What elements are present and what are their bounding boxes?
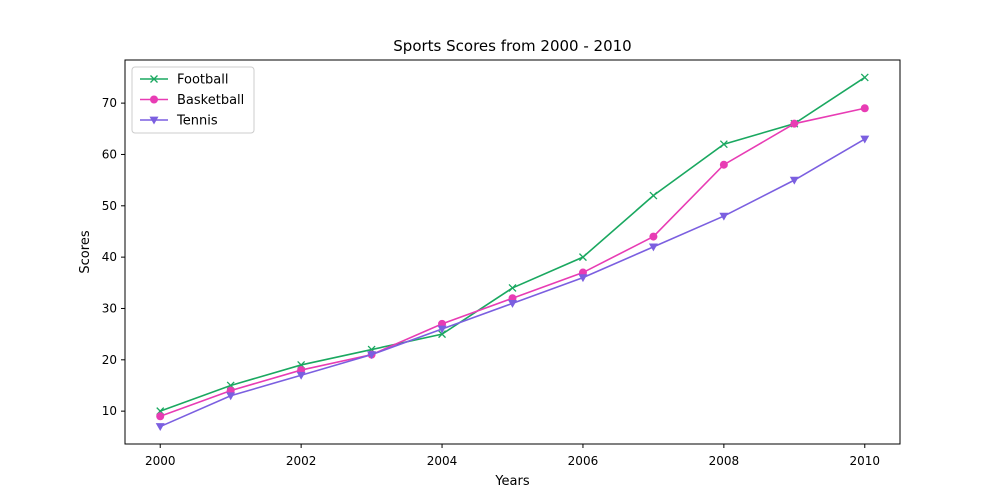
- legend-label: Tennis: [176, 114, 218, 129]
- data-point-basketball: [719, 160, 728, 169]
- y-axis: 10 20 30 40 50 60 70: [102, 96, 125, 418]
- data-point-tennis: [719, 212, 729, 221]
- series-line-tennis: [159, 138, 866, 428]
- series-layer: [155, 73, 870, 432]
- y-tick-label: 10: [102, 404, 117, 418]
- y-tick-label: 40: [102, 250, 117, 264]
- x-axis-label: Years: [494, 474, 530, 489]
- y-tick-label: 30: [102, 301, 117, 315]
- data-point-football: [578, 253, 587, 262]
- data-point-tennis: [155, 423, 165, 432]
- legend-label: Football: [177, 73, 228, 88]
- series-line-basketball: [159, 107, 865, 418]
- data-point-football: [649, 191, 658, 200]
- data-point-tennis: [860, 135, 870, 144]
- legend-marker: [149, 116, 159, 125]
- y-tick-label: 60: [102, 147, 117, 161]
- legend-item-football: Football: [140, 73, 228, 88]
- data-point-tennis: [789, 176, 799, 185]
- series-football: [156, 73, 869, 416]
- data-point-football: [438, 330, 447, 339]
- x-tick-label: 2000: [145, 454, 176, 468]
- data-point-tennis: [226, 392, 236, 401]
- x-tick-label: 2008: [709, 454, 740, 468]
- legend-label: Basketball: [177, 93, 244, 108]
- legend-box: [131, 66, 255, 134]
- y-tick-label: 20: [102, 353, 117, 367]
- data-point-tennis: [367, 351, 377, 360]
- x-tick-label: 2004: [427, 454, 458, 468]
- data-point-football: [860, 73, 869, 82]
- legend-marker: [150, 95, 158, 104]
- y-axis-label: Scores: [78, 230, 93, 273]
- chart-title: Sports Scores from 2000 - 2010: [393, 37, 631, 55]
- data-point-basketball: [790, 119, 799, 128]
- x-tick-label: 2002: [286, 454, 317, 468]
- data-point-football: [719, 140, 728, 149]
- data-point-tennis: [508, 299, 517, 308]
- x-tick-label: 2010: [849, 454, 880, 468]
- x-axis: 2000 2002 2004 2006 2008 2010: [145, 444, 880, 468]
- data-point-basketball: [860, 104, 869, 113]
- legend: Football Basketball Tennis: [131, 66, 255, 134]
- legend-item-basketball: Basketball: [140, 93, 244, 108]
- data-point-tennis: [437, 325, 447, 334]
- legend-marker: [150, 75, 158, 83]
- plot-area: [124, 59, 901, 445]
- legend-item-tennis: Tennis: [140, 114, 218, 129]
- y-tick-label: 50: [102, 199, 117, 213]
- data-point-tennis: [648, 243, 658, 252]
- y-tick-label: 70: [102, 96, 117, 110]
- series-line-football: [159, 76, 866, 412]
- data-point-football: [508, 283, 517, 292]
- series-tennis: [155, 135, 870, 432]
- data-point-tennis: [296, 371, 306, 380]
- data-point-basketball: [649, 232, 658, 241]
- data-point-basketball: [156, 412, 165, 421]
- x-tick-label: 2006: [568, 454, 599, 468]
- data-point-tennis: [578, 274, 588, 283]
- series-basketball: [156, 104, 869, 421]
